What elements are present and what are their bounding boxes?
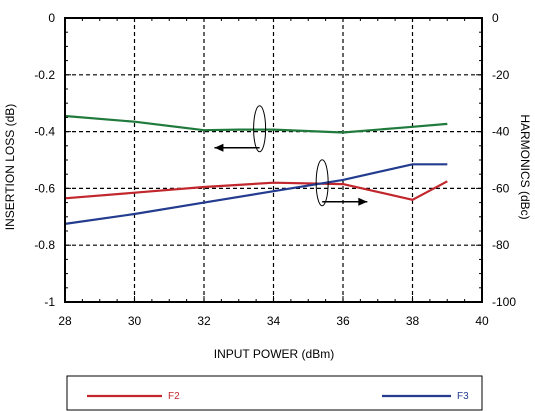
series-layer bbox=[64, 114, 448, 225]
y-left-tick-label: -0.8 bbox=[34, 238, 55, 252]
ticks: 28 30 32 34 36 38 40 0 -0.2 -0.4 -0.6 -0.8 -1 0 -20 -40… bbox=[34, 11, 516, 328]
y-axis-title-right: HARMONICS (dBc) bbox=[518, 114, 532, 219]
annotation-ellipse-right-axis bbox=[315, 159, 329, 207]
legend: F2 F3 bbox=[66, 375, 483, 411]
x-tick-label: 40 bbox=[475, 314, 489, 328]
y-left-tick-label: -0.6 bbox=[34, 181, 55, 195]
legend-f3-label: F3 bbox=[457, 391, 469, 402]
y-left-tick-label: -0.2 bbox=[34, 68, 55, 82]
x-axis-title: INPUT POWER (dBm) bbox=[214, 347, 334, 361]
legend-box bbox=[66, 375, 483, 411]
legend-f2-label: F2 bbox=[168, 391, 180, 402]
y-right-tick-label: -100 bbox=[492, 295, 516, 309]
y-right-tick-label: -40 bbox=[492, 125, 510, 139]
y-right-tick-label: 0 bbox=[492, 11, 499, 25]
x-tick-label: 38 bbox=[406, 314, 420, 328]
x-tick-label: 32 bbox=[197, 314, 211, 328]
y-left-tick-label: 0 bbox=[48, 11, 55, 25]
annotation-ellipse-left-axis bbox=[253, 105, 267, 153]
x-tick-label: 28 bbox=[58, 314, 72, 328]
y-axis-title-left: INSERTION LOSS (dB) bbox=[3, 104, 17, 230]
x-tick-label: 34 bbox=[267, 314, 281, 328]
annotation-arrow-head bbox=[214, 143, 224, 152]
series-line-f2 bbox=[64, 180, 448, 201]
y-right-tick-label: -60 bbox=[492, 181, 510, 195]
y-left-tick-label: -0.4 bbox=[34, 125, 55, 139]
series-line-left-axis bbox=[64, 114, 448, 134]
y-left-tick-label: -1 bbox=[44, 295, 55, 309]
x-tick-label: 30 bbox=[128, 314, 142, 328]
annotation-arrow-head bbox=[358, 197, 368, 206]
y-right-tick-label: -80 bbox=[492, 238, 510, 252]
y-right-tick-label: -20 bbox=[492, 68, 510, 82]
x-tick-label: 36 bbox=[336, 314, 350, 328]
annotations bbox=[214, 105, 368, 207]
grid bbox=[65, 18, 482, 302]
series-line-f3 bbox=[64, 163, 448, 225]
